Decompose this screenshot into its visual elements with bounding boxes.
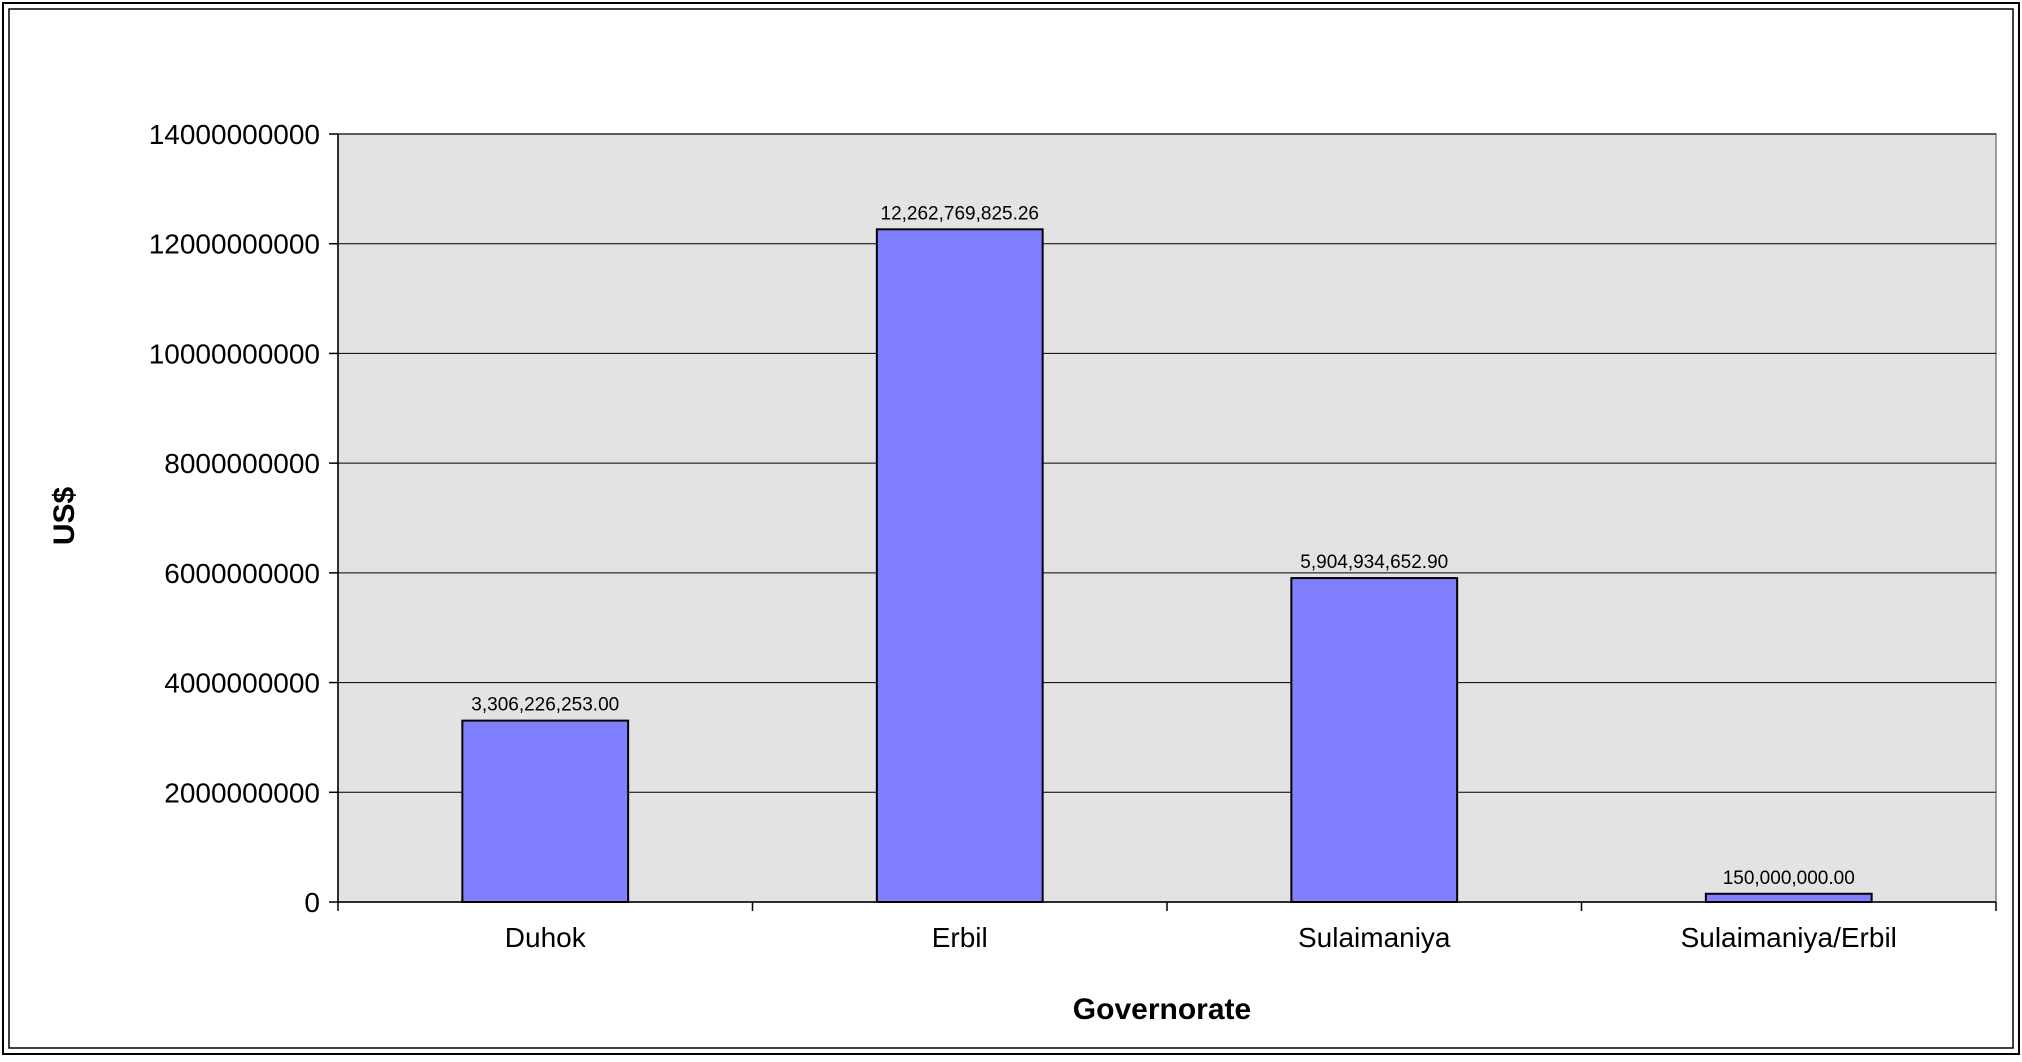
x-tick-label: Erbil [932,922,988,953]
y-tick-label: 0 [304,887,320,918]
y-tick-label: 2000000000 [164,777,320,808]
bar-erbil [875,228,1044,903]
y-tick-label: 8000000000 [164,448,320,479]
y-tick-label: 14000000000 [149,119,320,150]
data-label: 150,000,000.00 [1723,868,1855,889]
bar-sulaimaniya [1290,577,1459,903]
bar-sulaimaniya-erbil [1704,892,1873,903]
x-ticks: Duhok Erbil Sulaimaniya Sulaimaniya/Erbil [337,902,1997,953]
x-tick-label: Sulaimaniya/Erbil [1681,922,1897,953]
x-tick-label: Duhok [505,922,587,953]
y-tick-label: 6000000000 [164,558,320,589]
x-axis-title: Governorate [1073,993,1251,1026]
data-label: 3,306,226,253.00 [471,695,619,716]
inner-frame [8,8,2014,1049]
data-labels: 3,306,226,253.00 12,262,769,825.26 5,904,9… [471,203,1855,888]
y-axis-title: US$ [48,487,81,546]
x-tick-label: Sulaimaniya [1298,922,1451,953]
y-ticks: 0 2000000000 4000000000 6000000000 800000000… [149,119,338,918]
data-label: 5,904,934,652.90 [1300,552,1448,573]
bars [461,228,1873,904]
y-tick-label: 12000000000 [149,229,320,260]
bar-duhok [461,719,630,904]
y-tick-label: 10000000000 [149,338,320,369]
data-label: 12,262,769,825.26 [881,203,1040,224]
y-tick-label: 4000000000 [164,668,320,699]
